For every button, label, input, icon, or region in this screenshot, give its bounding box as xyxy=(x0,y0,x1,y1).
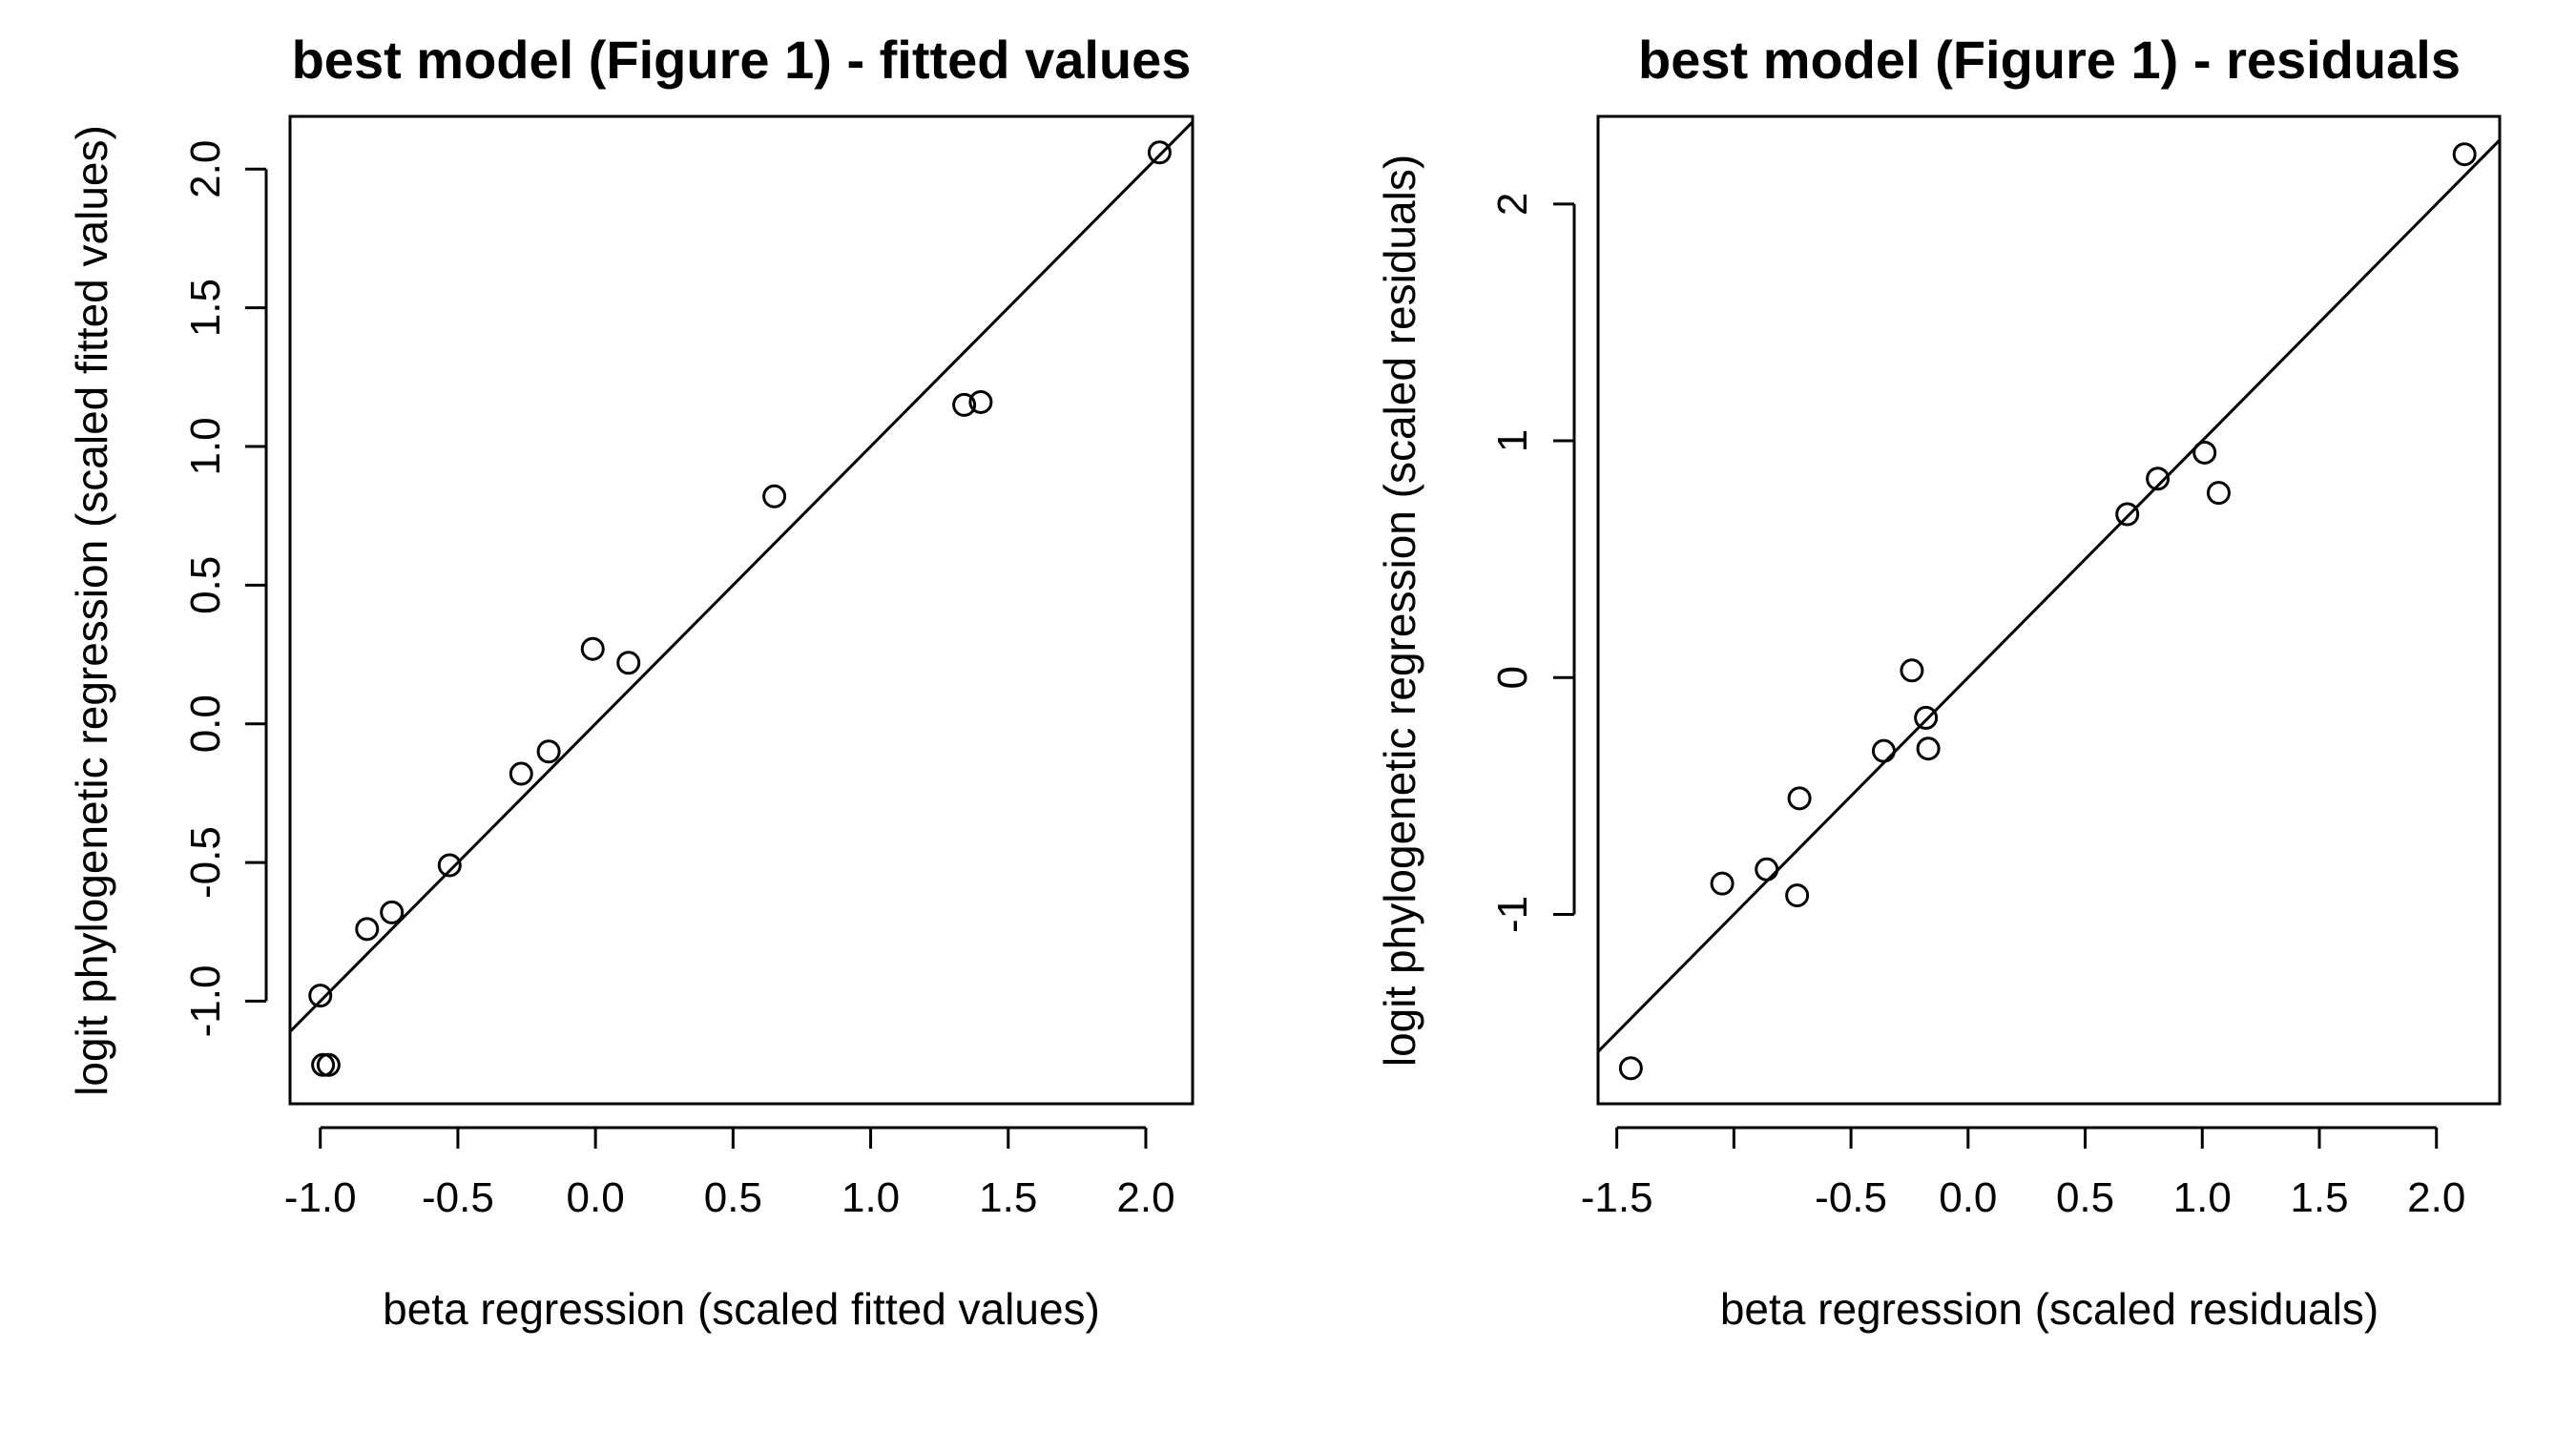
residuals-panel: best model (Figure 1) - residuals -1.5 -0.… xyxy=(1375,30,2502,1334)
residuals-data-point xyxy=(2452,142,2477,167)
fitted-plot-frame xyxy=(288,114,1195,1106)
residuals-data-point xyxy=(2192,440,2217,465)
residuals-y-tick-label: -1 xyxy=(1489,896,1536,933)
fitted-x-axis-label: beta regression (scaled fitted values) xyxy=(383,1284,1100,1334)
fitted-y-tick-label: 0.5 xyxy=(182,556,229,614)
fitted-data-point xyxy=(1147,140,1172,165)
fitted-y-tick-label: 0.0 xyxy=(182,695,229,753)
residuals-y-tick-label: 1 xyxy=(1489,429,1536,452)
fitted-x-tick-label: -0.5 xyxy=(422,1174,494,1221)
fitted-values-panel: best model (Figure 1) - fitted values -1.… xyxy=(67,30,1195,1334)
fitted-data-point xyxy=(437,853,462,878)
fitted-data-point xyxy=(509,761,533,786)
residuals-plot-frame xyxy=(1596,114,2502,1106)
residuals-data-point xyxy=(1916,736,1941,761)
residuals-data-point xyxy=(1787,786,1812,811)
residuals-data-point xyxy=(1785,883,1810,908)
fitted-data-point xyxy=(616,651,641,675)
fitted-data-point xyxy=(762,484,787,508)
fitted-y-tick-label: -0.5 xyxy=(182,826,229,899)
residuals-x-tick-label: -1.5 xyxy=(1581,1174,1653,1221)
residuals-y-tick-label: 0 xyxy=(1489,666,1536,689)
fitted-y-axis-label: logit phylogenetic regression (scaled fi… xyxy=(67,125,116,1096)
residuals-x-tick-label: 2.0 xyxy=(2407,1174,2465,1221)
residuals-y-tick-label: 2 xyxy=(1489,193,1536,216)
residuals-data-point xyxy=(2115,502,2140,527)
fitted-y-tick-label: -1.0 xyxy=(182,965,229,1038)
residuals-x-tick-label: 0.5 xyxy=(2056,1174,2114,1221)
residuals-data-point xyxy=(2146,467,2171,491)
fitted-data-point xyxy=(580,636,605,661)
fitted-x-tick-label: 2.0 xyxy=(1116,1174,1174,1221)
fitted-x-tick-label: 1.0 xyxy=(841,1174,900,1221)
residuals-data-point xyxy=(1755,857,1779,881)
fitted-y-tick-label: 1.5 xyxy=(182,279,229,337)
residuals-chart-title: best model (Figure 1) - residuals xyxy=(1638,30,2461,90)
fitted-chart-title: best model (Figure 1) - fitted values xyxy=(292,30,1192,90)
fitted-data-point xyxy=(355,917,380,942)
residuals-data-point xyxy=(1871,738,1896,763)
fitted-data-point xyxy=(952,392,977,417)
fitted-data-point xyxy=(968,389,993,414)
fitted-x-tick-label: 0.0 xyxy=(567,1174,625,1221)
residuals-data-point xyxy=(1914,705,1939,730)
residuals-x-tick-label: 1.0 xyxy=(2173,1174,2232,1221)
residuals-y-axis-label: logit phylogenetic regression (scaled re… xyxy=(1375,155,1424,1067)
fitted-y-tick-label: 2.0 xyxy=(182,140,229,198)
fitted-data-point xyxy=(316,1052,341,1077)
fitted-data-point xyxy=(536,739,561,764)
fitted-x-tick-label: -1.0 xyxy=(284,1174,357,1221)
fitted-data-point xyxy=(308,984,333,1008)
residuals-x-tick-label: -0.5 xyxy=(1815,1174,1887,1221)
fitted-reference-line xyxy=(290,119,1193,1034)
residuals-data-point xyxy=(2206,481,2231,506)
residuals-x-axis-label: beta regression (scaled residuals) xyxy=(1720,1284,2379,1334)
residuals-x-tick-label: 0.0 xyxy=(1939,1174,1997,1221)
residuals-data-point xyxy=(1618,1056,1643,1081)
residuals-x-tick-label: 1.5 xyxy=(2290,1174,2348,1221)
fitted-x-tick-label: 0.5 xyxy=(704,1174,762,1221)
fitted-x-tick-label: 1.5 xyxy=(979,1174,1037,1221)
residuals-reference-line xyxy=(1598,137,2500,1054)
fitted-y-tick-label: 1.0 xyxy=(182,417,229,475)
residuals-data-point xyxy=(1710,871,1735,896)
fitted-data-point xyxy=(380,900,405,924)
residuals-data-point xyxy=(1900,658,1924,683)
